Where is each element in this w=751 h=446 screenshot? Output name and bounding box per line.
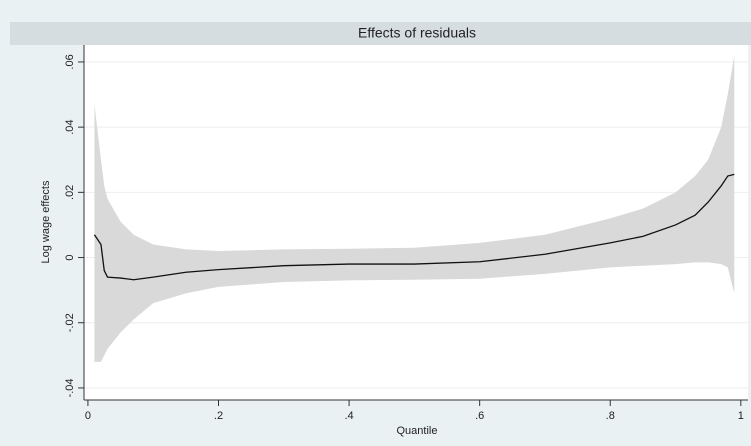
y-axis-label: Log wage effects	[40, 180, 52, 263]
x-tick-label: 1	[738, 410, 744, 422]
x-tick-label: .6	[475, 410, 484, 422]
estimate-line	[93, 173, 735, 281]
y-tick-label: -.02	[64, 313, 76, 332]
y-tick-label: .06	[64, 54, 76, 69]
y-tick-label: .02	[64, 185, 76, 200]
x-tick-label: 0	[85, 410, 91, 422]
y-tick-label: .04	[64, 120, 76, 135]
x-tick-label: .4	[344, 410, 353, 422]
y-tick-label: -.04	[64, 378, 76, 397]
title-band	[10, 22, 751, 45]
x-tick-label: .2	[214, 410, 223, 422]
x-axis-label: Quantile	[397, 425, 438, 437]
x-tick-label: .8	[606, 410, 615, 422]
chart-title: Effects of residuals	[358, 25, 476, 41]
y-tick-label: 0	[64, 254, 76, 260]
